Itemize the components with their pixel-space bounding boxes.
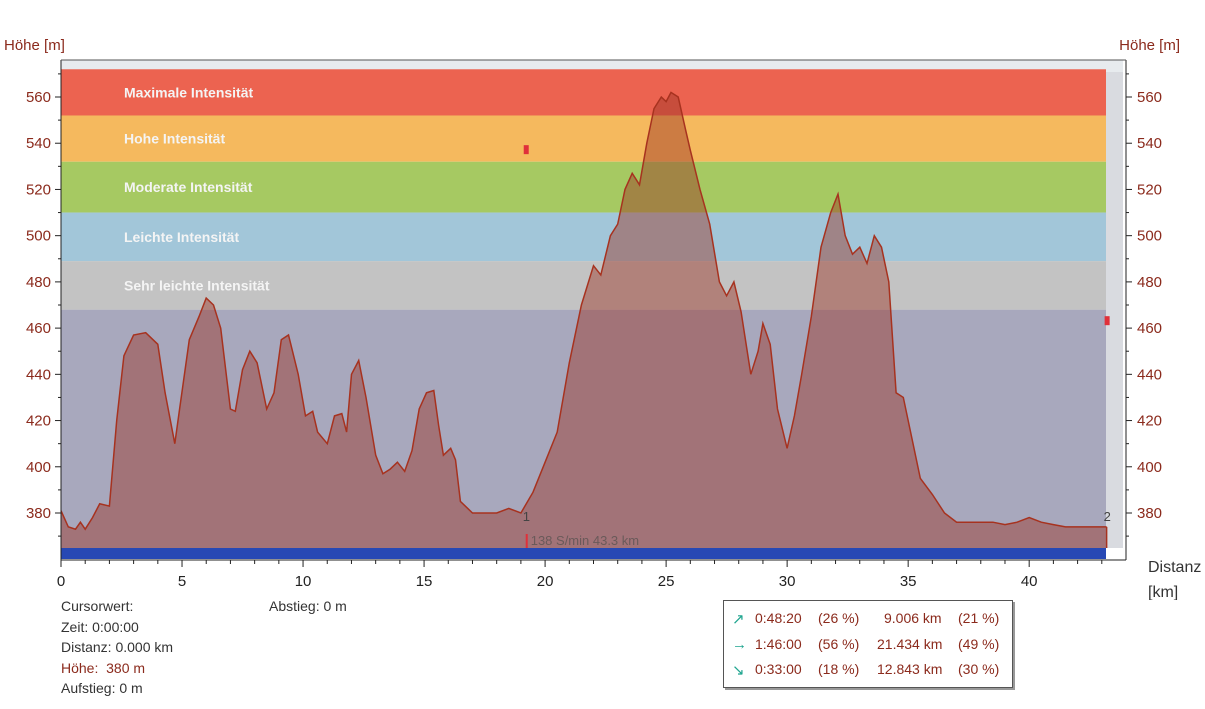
y-tick-label-right: 380 bbox=[1137, 505, 1162, 522]
y-tick-label-left: 540 bbox=[26, 135, 51, 152]
zone-band bbox=[61, 161, 1106, 213]
baseline-bar bbox=[61, 548, 1106, 559]
cursor-readout: 138 S/min 43.3 km bbox=[531, 533, 639, 548]
ascent-value: Aufstieg: 0 m bbox=[61, 680, 143, 696]
y-tick-label-left: 460 bbox=[26, 320, 51, 337]
y-tick-label-left: 520 bbox=[26, 181, 51, 198]
zone-label: Moderate Intensität bbox=[124, 179, 253, 195]
y-tick-label-left: 500 bbox=[26, 228, 51, 245]
arrow-up-right-icon: ↗ bbox=[732, 611, 745, 628]
zone-band bbox=[61, 69, 1106, 116]
cursor-title: Cursorwert: bbox=[61, 598, 134, 614]
x-tick-label: 0 bbox=[57, 573, 65, 590]
y-tick-label-right: 540 bbox=[1137, 135, 1162, 152]
y-tick-label-left: 560 bbox=[26, 89, 51, 106]
x-tick-label: 20 bbox=[537, 573, 554, 590]
summary-distance-percent: (30 %) bbox=[958, 661, 1000, 677]
zone-label: Maximale Intensität bbox=[124, 84, 253, 100]
segment-marker-label: 2 bbox=[1104, 509, 1111, 524]
intensity-zones: Maximale Intensität Hohe Intensität Modera… bbox=[61, 60, 1123, 559]
summary-time-percent: (56 %) bbox=[818, 636, 860, 652]
arrow-down-right-icon: ↘ bbox=[732, 662, 745, 679]
elevation-area bbox=[61, 92, 1107, 549]
summary-distance: 12.843 km bbox=[877, 661, 943, 677]
y-tick-label-right: 480 bbox=[1137, 274, 1162, 291]
y-tick-label-left: 440 bbox=[26, 366, 51, 383]
segment-marker-label: 1 bbox=[523, 509, 530, 524]
zone-label: Leichte Intensität bbox=[124, 229, 239, 245]
y-tick-label-right: 560 bbox=[1137, 89, 1162, 106]
zone-label: Sehr leichte Intensität bbox=[124, 277, 270, 293]
y-tick-label-right: 460 bbox=[1137, 320, 1162, 337]
descent-value: Abstieg: 0 m bbox=[269, 598, 347, 614]
gradient-summary-box: ↗ 0:48:20 (26 %) 9.006 km (21 %) → 1:46:… bbox=[723, 600, 1013, 688]
y-tick-label-right: 500 bbox=[1137, 228, 1162, 245]
cursor-value-panel: Cursorwert: Abstieg: 0 m Zeit: 0:00:00 D… bbox=[61, 598, 381, 703]
y-tick-label-right: 440 bbox=[1137, 366, 1162, 383]
elevation-chart[interactable]: Maximale Intensität Hohe Intensität Modera… bbox=[0, 0, 1205, 600]
arrow-right-icon: → bbox=[732, 636, 747, 653]
summary-time: 0:33:00 bbox=[755, 661, 802, 677]
lap-flag bbox=[1104, 316, 1110, 326]
elevation-profile bbox=[60, 91, 1108, 549]
zone-band bbox=[61, 115, 1106, 162]
y-axis-title-left: Höhe [m] bbox=[4, 37, 65, 54]
y-tick-label-left: 480 bbox=[26, 274, 51, 291]
elevation-line bbox=[60, 91, 1107, 531]
right-strip bbox=[1106, 72, 1123, 548]
summary-distance-percent: (21 %) bbox=[958, 610, 1000, 626]
x-tick-label: 15 bbox=[416, 573, 433, 590]
chart-overlay: 1 2 138 S/min 43.3 km bbox=[523, 145, 1111, 548]
summary-row-flat: → 1:46:00 (56 %) 21.434 km (49 %) bbox=[724, 636, 1012, 656]
lap-flag bbox=[523, 145, 529, 155]
x-axis-title: Distanz bbox=[1148, 559, 1201, 576]
summary-time: 0:48:20 bbox=[755, 610, 802, 626]
y-tick-label-right: 400 bbox=[1137, 459, 1162, 476]
summary-time-percent: (26 %) bbox=[818, 610, 860, 626]
summary-distance: 21.434 km bbox=[877, 636, 943, 652]
summary-distance: 9.006 km bbox=[884, 610, 942, 626]
x-tick-label: 35 bbox=[900, 573, 917, 590]
summary-row-downhill: ↘ 0:33:00 (18 %) 12.843 km (30 %) bbox=[724, 661, 1012, 681]
x-tick-label: 25 bbox=[658, 573, 675, 590]
y-axis-title-right: Höhe [m] bbox=[1119, 37, 1180, 54]
x-tick-label: 40 bbox=[1021, 573, 1038, 590]
y-tick-label-left: 420 bbox=[26, 413, 51, 430]
y-tick-label-left: 400 bbox=[26, 459, 51, 476]
summary-row-uphill: ↗ 0:48:20 (26 %) 9.006 km (21 %) bbox=[724, 610, 1012, 630]
x-tick-label: 30 bbox=[779, 573, 796, 590]
summary-time: 1:46:00 bbox=[755, 636, 802, 652]
zone-label: Hohe Intensität bbox=[124, 131, 225, 147]
x-tick-label: 10 bbox=[295, 573, 312, 590]
y-tick-label-right: 520 bbox=[1137, 181, 1162, 198]
summary-time-percent: (18 %) bbox=[818, 661, 860, 677]
zone-band bbox=[61, 261, 1106, 310]
zone-band bbox=[61, 212, 1106, 262]
base-zone bbox=[61, 309, 1106, 548]
top-strip bbox=[61, 60, 1123, 72]
time-value: Zeit: 0:00:00 bbox=[61, 619, 139, 635]
summary-distance-percent: (49 %) bbox=[958, 636, 1000, 652]
distance-value: Distanz: 0.000 km bbox=[61, 639, 174, 655]
y-tick-label-right: 420 bbox=[1137, 413, 1162, 430]
elevation-value: Höhe: 380 m bbox=[61, 660, 146, 676]
x-tick-label: 5 bbox=[178, 573, 186, 590]
x-axis-unit: [km] bbox=[1148, 584, 1178, 600]
y-tick-label-left: 380 bbox=[26, 505, 51, 522]
